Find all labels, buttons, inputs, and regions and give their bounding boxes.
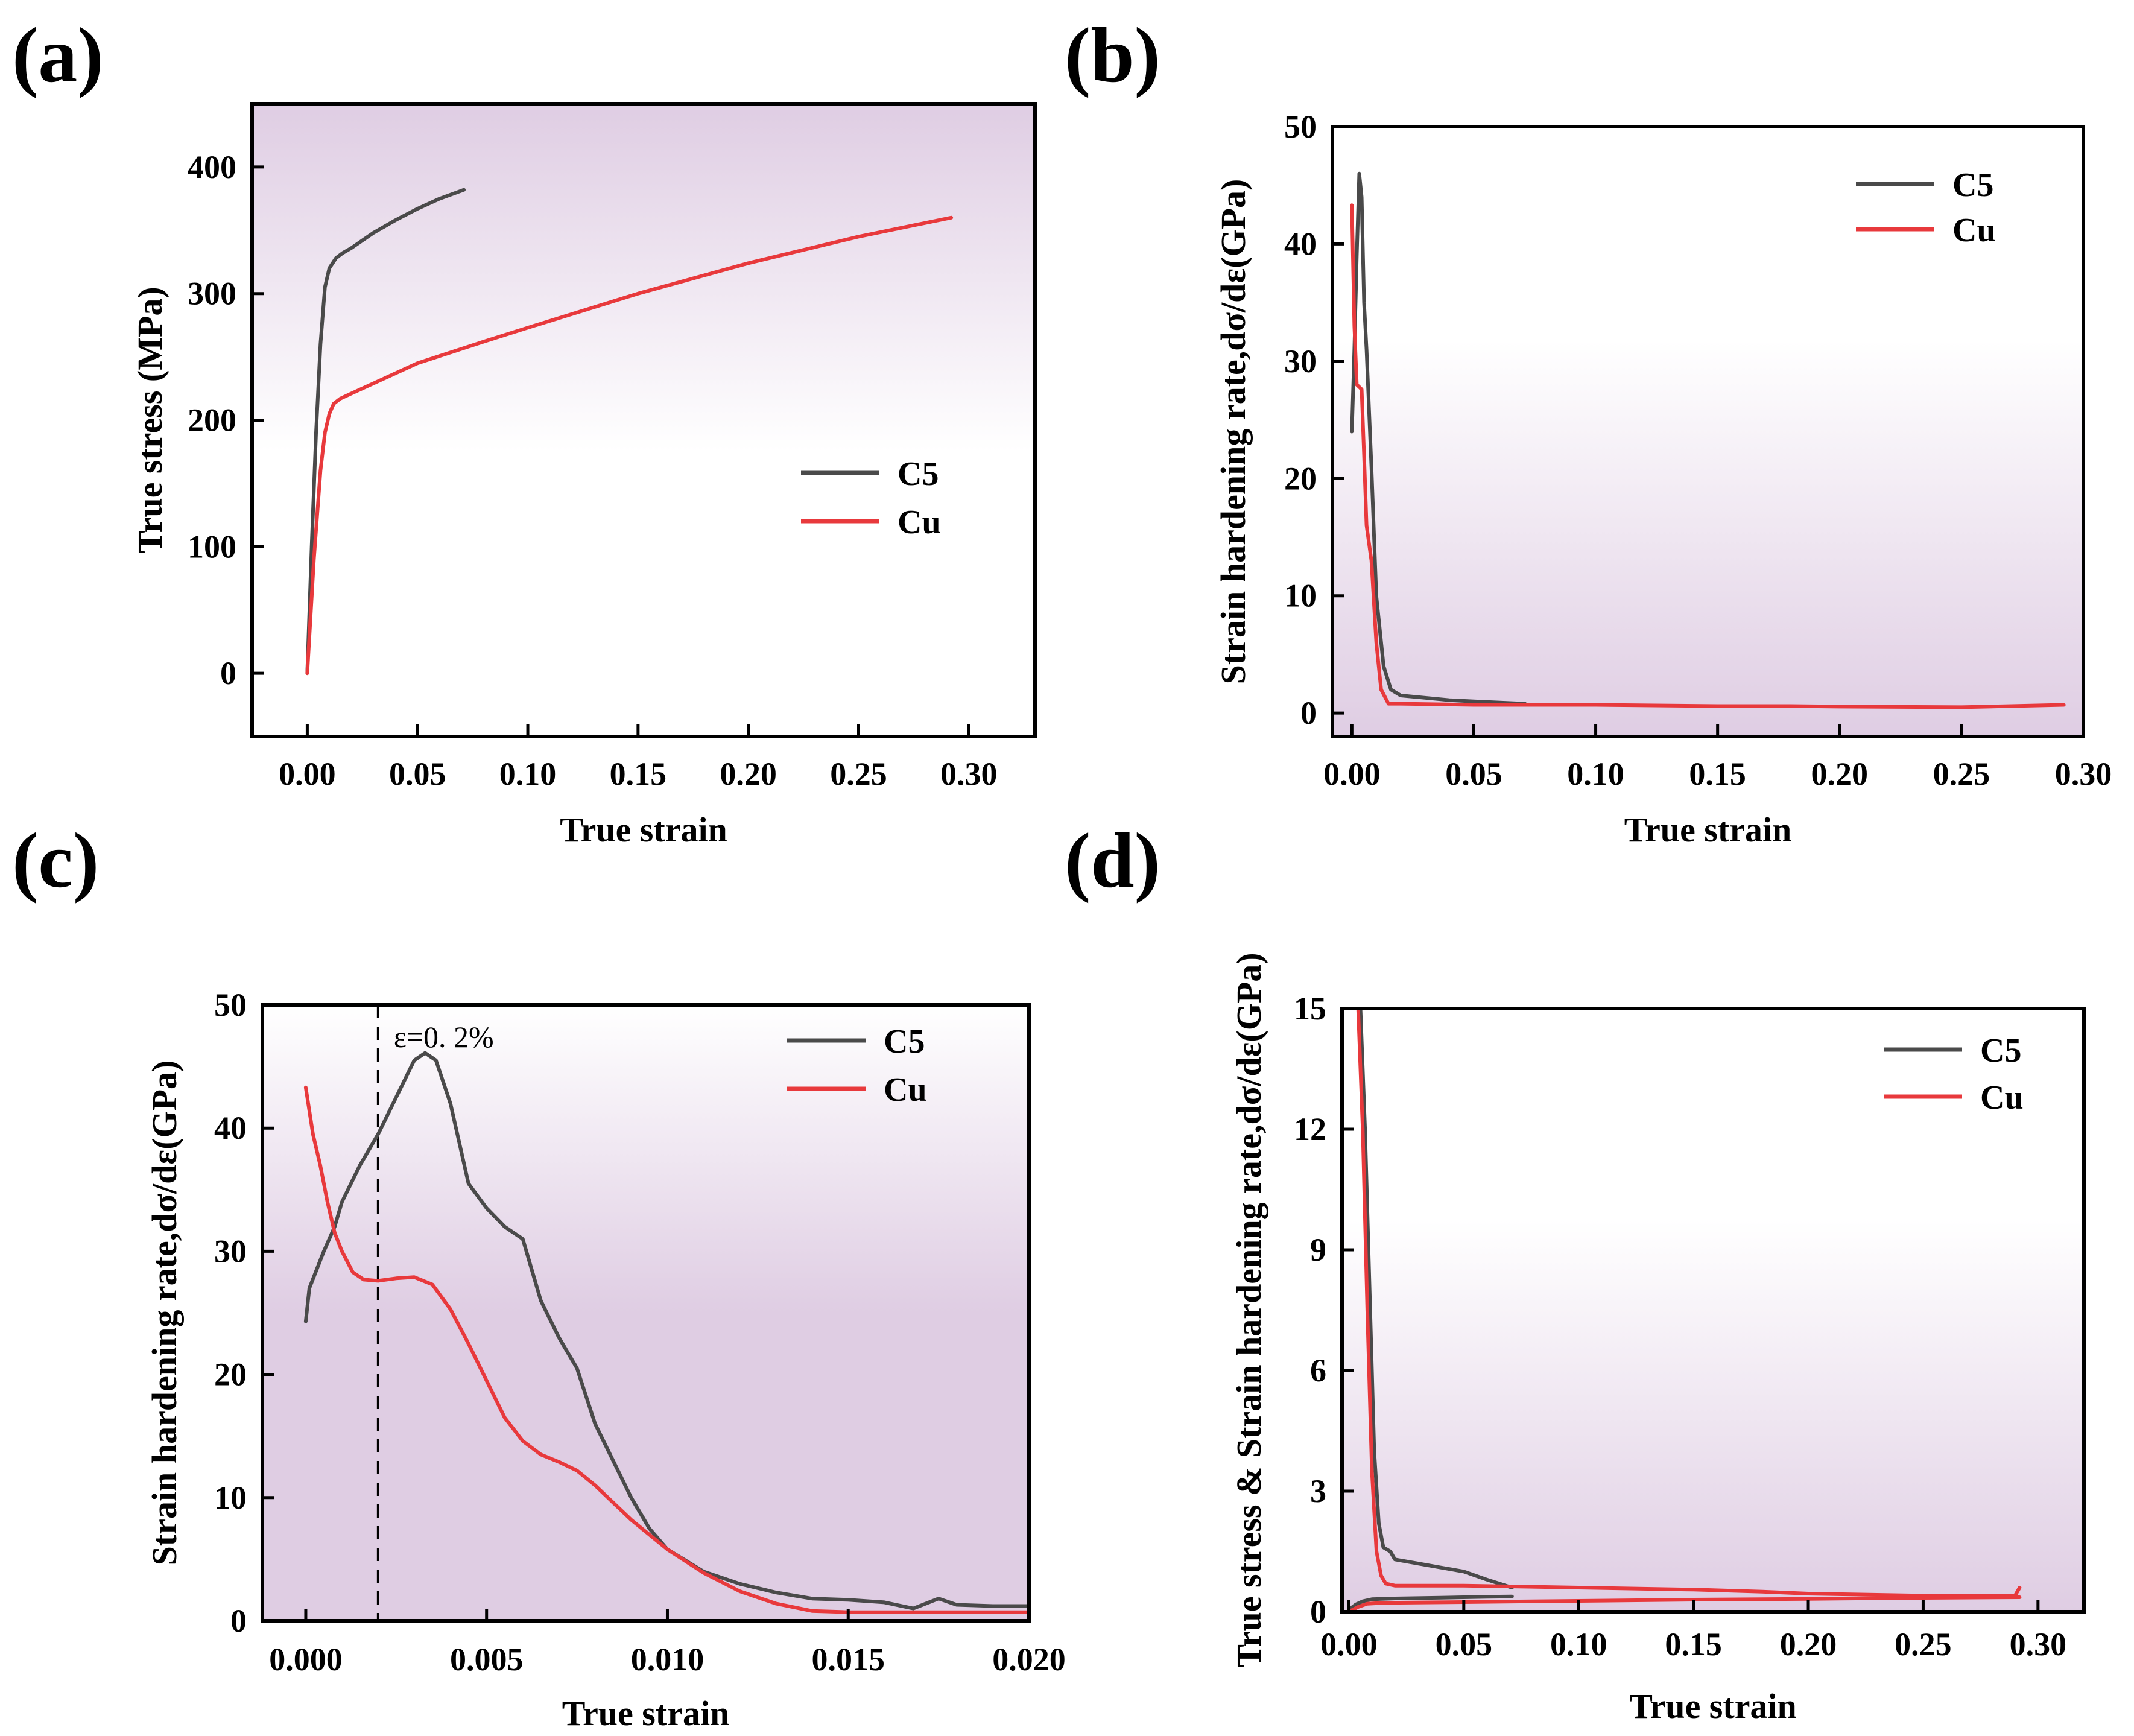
plot-background <box>1332 127 2083 737</box>
y-tick-label: 400 <box>188 149 236 185</box>
plot-frame <box>1340 1007 2086 1614</box>
y-axis-title: True stress (MPa) <box>130 287 169 553</box>
y-tick-label: 10 <box>214 1480 247 1516</box>
panel-c: (c) ε=0. 2% 0.000 0.005 0.010 0.015 0.020 0 10 20… <box>12 817 1066 1733</box>
y-tick-label: 3 <box>1310 1473 1326 1509</box>
series-line-c5 <box>305 188 466 676</box>
series-line-c5 <box>303 1051 1029 1611</box>
x-tick-label: 0.20 <box>1780 1626 1837 1662</box>
panel-label: (c) <box>12 817 99 904</box>
y-tick-label: 6 <box>1310 1352 1326 1389</box>
x-tick-label: 0.05 <box>1436 1626 1493 1662</box>
plot-frame <box>1331 125 2085 738</box>
x-tick-label: 0.05 <box>1445 756 1502 792</box>
panel-label: (d) <box>1065 817 1160 904</box>
panel-d: (d) 0.00 0.05 0.10 0.15 0.20 0.25 0.30 0 3 6 9 12 15 T… <box>1065 817 2086 1726</box>
y-tick-label: 100 <box>188 528 236 565</box>
series-line-cu <box>303 1085 1029 1614</box>
y-tick-label: 0 <box>1300 695 1317 731</box>
legend-label-c5: C5 <box>1952 166 1993 204</box>
panel-a: (a) 0.00 0.05 0.10 0.15 0.20 0.25 0.30 0 100 200 30… <box>12 12 1037 849</box>
x-tick-label: 0.30 <box>2010 1626 2067 1662</box>
y-tick-label: 20 <box>1284 460 1317 496</box>
series-line-cu <box>305 215 954 676</box>
x-tick-label: 0.10 <box>1567 756 1624 792</box>
x-tick-label: 0.005 <box>450 1641 524 1677</box>
y-axis-title: Strain hardening rate,dσ/dε(GPa) <box>1214 179 1253 685</box>
y-tick-label: 200 <box>188 402 236 439</box>
panel-label: (b) <box>1065 12 1160 99</box>
y-tick-label: 50 <box>214 987 247 1023</box>
x-tick-label: 0.10 <box>1550 1626 1607 1662</box>
x-tick-label: 0.15 <box>610 756 667 792</box>
x-axis-title: True strain <box>1624 810 1792 849</box>
y-tick-label: 15 <box>1294 990 1326 1027</box>
x-tick-label: 0.30 <box>940 756 998 792</box>
y-tick-label: 9 <box>1310 1232 1326 1268</box>
series-line-c5-true-stress <box>1347 1594 1514 1612</box>
y-tick-label: 0 <box>220 655 236 691</box>
legend-label-cu: Cu <box>1952 212 1996 249</box>
series-group <box>1350 171 2066 709</box>
x-tick-label: 0.015 <box>811 1641 885 1677</box>
series-group <box>303 1051 1029 1614</box>
x-tick-label: 0.10 <box>499 756 557 792</box>
y-axis-title: True stress & Strain hardening rate,dσ/d… <box>1229 952 1268 1667</box>
series-line-cu <box>1356 1009 2022 1598</box>
x-tick-label: 0.020 <box>992 1641 1066 1677</box>
x-axis-title: True strain <box>562 1694 730 1733</box>
y-tick-label: 30 <box>1284 343 1317 379</box>
x-tick-label: 0.20 <box>1811 756 1869 792</box>
y-axis-title: Strain hardening rate,dσ/dε(GPa) <box>145 1060 184 1566</box>
x-tick-label: 0.00 <box>279 756 336 792</box>
x-tick-label: 0.25 <box>830 756 887 792</box>
y-tick-label: 40 <box>1284 226 1317 262</box>
panel-b: (b) 0.00 0.05 0.10 0.15 0.20 0.25 0.30 0 10 20 30 40… <box>1065 12 2112 849</box>
plot-frame <box>261 1003 1031 1623</box>
x-tick-label: 0.00 <box>1320 1626 1378 1662</box>
x-tick-label: 0.25 <box>1895 1626 1952 1662</box>
panel-label: (a) <box>12 12 104 99</box>
series-group <box>1347 1009 2022 1612</box>
y-tick-label: 12 <box>1294 1111 1326 1147</box>
x-tick-label: 0.30 <box>2055 756 2112 792</box>
legend-label-c5: C5 <box>884 1023 925 1060</box>
x-axis-title: True strain <box>560 810 727 849</box>
series-group <box>305 188 954 676</box>
x-tick-label: 0.00 <box>1323 756 1381 792</box>
x-tick-label: 0.20 <box>720 756 777 792</box>
legend-label-cu: Cu <box>884 1071 927 1109</box>
y-tick-label: 0 <box>230 1603 247 1639</box>
x-tick-label: 0.000 <box>269 1641 343 1677</box>
y-tick-label: 30 <box>214 1233 247 1269</box>
y-tick-label: 0 <box>1310 1594 1326 1630</box>
legend-label-c5: C5 <box>1980 1032 2021 1069</box>
y-tick-label: 300 <box>188 276 236 312</box>
x-tick-label: 0.25 <box>1933 756 1990 792</box>
y-tick-label: 10 <box>1284 578 1317 614</box>
x-tick-label: 0.05 <box>389 756 446 792</box>
y-tick-label: 20 <box>214 1357 247 1393</box>
legend-label-c5: C5 <box>898 455 939 493</box>
series-line-cu-true-stress <box>1347 1595 2022 1612</box>
y-tick-label: 40 <box>214 1110 247 1146</box>
plot-background <box>252 104 1035 737</box>
x-tick-label: 0.15 <box>1689 756 1746 792</box>
legend-label-cu: Cu <box>898 504 941 541</box>
plot-background <box>1342 1009 2084 1612</box>
x-tick-label: 0.15 <box>1665 1626 1722 1662</box>
series-line-cu <box>1350 203 2066 709</box>
y-tick-label: 50 <box>1284 109 1317 145</box>
legend-label-cu: Cu <box>1980 1079 2024 1117</box>
annotation-label: ε=0. 2% <box>394 1020 494 1054</box>
x-tick-label: 0.010 <box>631 1641 704 1677</box>
series-line-c5 <box>1350 171 1527 706</box>
x-axis-title: True strain <box>1629 1687 1797 1726</box>
series-line-c5 <box>1358 1009 1514 1589</box>
